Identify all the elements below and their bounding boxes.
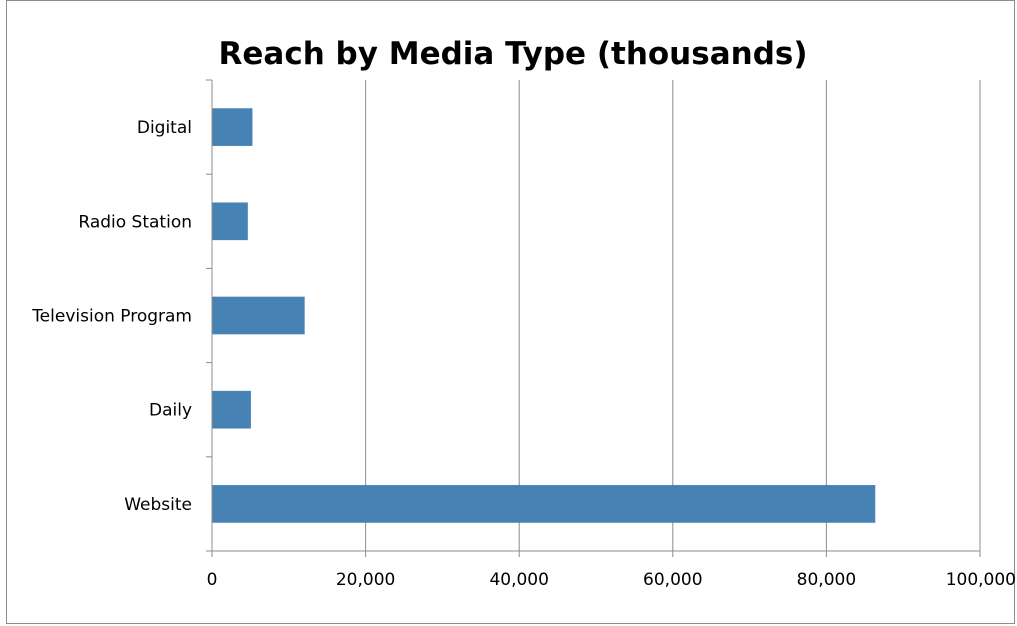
x-tick-label: 80,000: [797, 570, 856, 590]
bar: [212, 485, 876, 523]
bar: [212, 202, 248, 241]
bar: [212, 108, 253, 146]
category-label: Website: [124, 495, 192, 515]
gridlines: [365, 80, 981, 551]
x-tick-label: 20,000: [336, 570, 395, 590]
bars: [212, 108, 876, 523]
axes: [206, 79, 981, 557]
x-tick-label: 40,000: [489, 570, 548, 590]
x-tick-label: 100,000: [946, 570, 1016, 590]
x-tick-label: 0: [207, 570, 218, 590]
category-label: Television Program: [31, 307, 192, 327]
category-label: Daily: [149, 401, 192, 421]
category-labels: Website Daily Television Program Radio Stat…: [31, 118, 192, 515]
x-tick-label: 60,000: [643, 570, 702, 590]
category-label: Digital: [137, 118, 192, 138]
bar: [212, 296, 305, 335]
tick-labels: 0 20,000 40,000 60,000 80,000 100,000: [207, 570, 1016, 590]
bar: [212, 390, 251, 429]
category-label: Radio Station: [78, 212, 192, 232]
chart-title: Reach by Media Type (thousands): [219, 36, 808, 72]
